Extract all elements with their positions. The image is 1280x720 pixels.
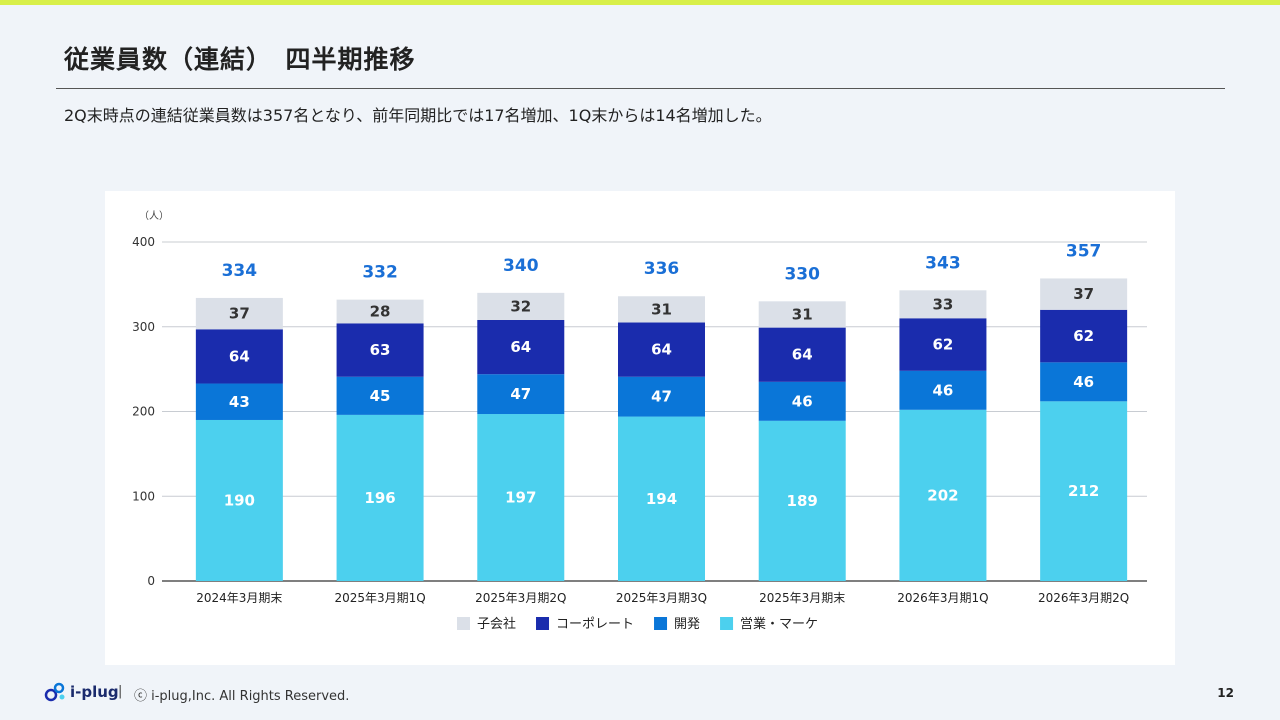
data-label: 45 [370, 387, 391, 405]
bar-segment [336, 376, 424, 415]
legend-label: 営業・マーケ [740, 616, 818, 632]
y-tick-label: 200 [132, 405, 155, 419]
page-title: 従業員数（連結） 四半期推移 [64, 45, 416, 74]
bar-segment [618, 416, 705, 581]
data-label: 196 [364, 489, 395, 507]
data-label: 62 [1073, 327, 1094, 345]
bar-segment [618, 376, 705, 417]
data-label: 189 [787, 492, 818, 510]
data-label: 197 [505, 489, 536, 507]
bar-segment [758, 327, 846, 382]
y-tick-label: 300 [132, 320, 155, 334]
bar-segment [899, 409, 987, 581]
footer-separator: | [118, 684, 123, 699]
copyright-text: ⓒ i-plug,Inc. All Rights Reserved. [134, 689, 350, 704]
data-label: 43 [229, 393, 250, 411]
y-tick-label: 400 [132, 235, 155, 249]
x-tick-label: 2024年3月期末 [196, 591, 282, 605]
bar-segment [1040, 401, 1128, 581]
bar-segment [1040, 278, 1128, 310]
data-label: 47 [510, 385, 531, 403]
x-tick-label: 2025年3月期1Q [334, 591, 425, 605]
x-tick-label: 2025年3月期3Q [616, 591, 707, 605]
x-tick-label: 2025年3月期2Q [475, 591, 566, 605]
total-label: 332 [362, 263, 398, 283]
data-label: 62 [932, 336, 953, 354]
data-label: 46 [792, 392, 813, 410]
data-label: 64 [792, 346, 813, 364]
bar-segment [1040, 362, 1128, 402]
bar-segment [899, 318, 987, 371]
x-tick-label: 2025年3月期末 [759, 591, 845, 605]
data-label: 37 [1073, 285, 1094, 303]
bar-segment [336, 299, 424, 324]
x-tick-label: 2026年3月期1Q [897, 591, 988, 605]
stacked-bar-chart: （人） 0 100 200 300 400 190 43 64 37 334 2024年3月期末 196… [132, 210, 1147, 632]
bar-segment [899, 370, 987, 410]
total-label: 340 [503, 256, 539, 276]
bar-segment [336, 414, 424, 581]
bar-segment [477, 414, 565, 581]
data-label: 31 [792, 305, 813, 323]
bar-segment [1040, 309, 1128, 363]
legend-swatch [720, 617, 734, 630]
data-label: 64 [510, 338, 531, 356]
data-label: 46 [1073, 373, 1094, 391]
legend-label: コーポレート [556, 617, 634, 632]
data-label: 64 [651, 341, 672, 359]
legend-label: 開発 [674, 617, 700, 632]
page-number: 12 [1217, 686, 1234, 700]
data-label: 63 [370, 341, 391, 359]
title-divider [56, 88, 1225, 89]
legend-swatch [457, 617, 470, 630]
total-label: 357 [1066, 241, 1102, 261]
logo-icon [44, 682, 65, 702]
data-label: 190 [224, 491, 255, 509]
y-tick-label: 100 [132, 489, 155, 503]
bar-segment [618, 322, 705, 377]
brand-name: i-plug [70, 683, 119, 701]
data-label: 194 [646, 490, 677, 508]
bar-segment [195, 383, 283, 420]
footer-logo: i-plug [44, 682, 119, 702]
bar-segment [195, 297, 283, 330]
data-label: 31 [651, 300, 672, 318]
legend-swatch [654, 617, 668, 630]
bar-segment [195, 419, 283, 581]
bar-segment [758, 381, 846, 421]
bar-segment [477, 292, 565, 320]
bar-segment [618, 296, 705, 323]
y-axis-unit-label: （人） [139, 210, 169, 222]
bar-segment [758, 301, 846, 328]
legend-swatch [536, 617, 550, 630]
data-label: 202 [927, 486, 958, 504]
top-accent-bar [0, 0, 1280, 5]
bar-segment [477, 319, 565, 375]
data-label: 64 [229, 347, 250, 365]
bar-segment [899, 290, 987, 319]
bar-segment [477, 374, 565, 415]
total-label: 330 [784, 264, 820, 284]
data-label: 46 [932, 381, 953, 399]
bar-segment [336, 323, 424, 377]
bar-segment [758, 420, 846, 581]
data-label: 37 [229, 305, 250, 323]
data-label: 33 [932, 295, 953, 313]
chart-panel: （人） 0 100 200 300 400 190 43 64 37 334 2024年3月期末 196… [105, 191, 1175, 665]
data-label: 32 [510, 297, 531, 315]
legend-label: 子会社 [477, 616, 516, 632]
x-tick-label: 2026年3月期2Q [1038, 591, 1129, 605]
data-label: 47 [651, 388, 672, 406]
y-tick-label: 0 [147, 574, 155, 588]
bar-segment [195, 329, 283, 384]
total-label: 336 [644, 259, 680, 279]
page-subtitle: 2Q末時点の連結従業員数は357名となり、前年同期比では17名増加、1Q末からは… [64, 106, 772, 125]
data-label: 212 [1068, 482, 1099, 500]
total-label: 343 [925, 253, 961, 273]
data-label: 28 [370, 302, 391, 320]
total-label: 334 [222, 261, 258, 281]
